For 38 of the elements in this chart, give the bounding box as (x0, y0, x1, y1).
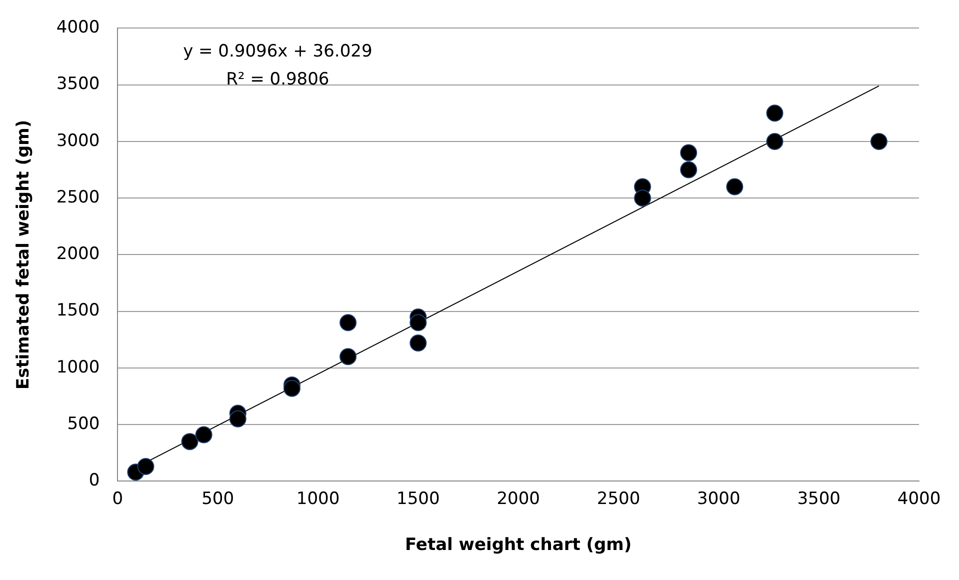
point (410, 314, 427, 332)
x-tick-label: 500 (202, 488, 234, 509)
annotation: y = 0.9096x + 36.029 (183, 42, 372, 62)
point (410, 334, 427, 352)
point (726, 178, 744, 196)
point (195, 426, 212, 444)
y-tick-label: 4000 (56, 18, 100, 38)
y-tick-label: 2000 (56, 244, 100, 264)
point (766, 132, 784, 150)
point (634, 190, 652, 207)
point (229, 410, 246, 428)
point (680, 144, 698, 162)
point (766, 104, 784, 122)
point (870, 132, 888, 150)
annotation: R² = 0.9806 (226, 70, 330, 90)
point (680, 161, 698, 178)
y-axis-title: Estimated fetal weight (gm) (14, 120, 34, 390)
y-tick-label: 2500 (56, 187, 100, 208)
x-tick-label: 4000 (897, 488, 941, 509)
x-axis-title: Fetal weight chart (gm) (404, 535, 632, 556)
y-tick-label: 500 (67, 414, 100, 434)
x-tick-label: 3500 (797, 488, 840, 509)
point (340, 314, 357, 332)
x-tick-label: 1000 (296, 488, 340, 509)
point (137, 458, 154, 475)
y-tick-label: 3500 (56, 74, 100, 94)
x-tick-label: 1500 (396, 488, 440, 509)
x-tick-label: 0 (112, 488, 124, 509)
y-tick-label: 1500 (56, 300, 100, 321)
point (283, 380, 300, 397)
y-tick-label: 0 (88, 470, 100, 491)
y-tick-label: 1000 (56, 357, 100, 378)
x-tick-label: 2000 (496, 488, 540, 509)
x-tick-label: 2500 (596, 488, 640, 509)
y-tick-label: 3000 (56, 130, 100, 151)
x-tick-label: 3000 (697, 488, 740, 509)
point (181, 433, 198, 450)
point (340, 348, 357, 366)
